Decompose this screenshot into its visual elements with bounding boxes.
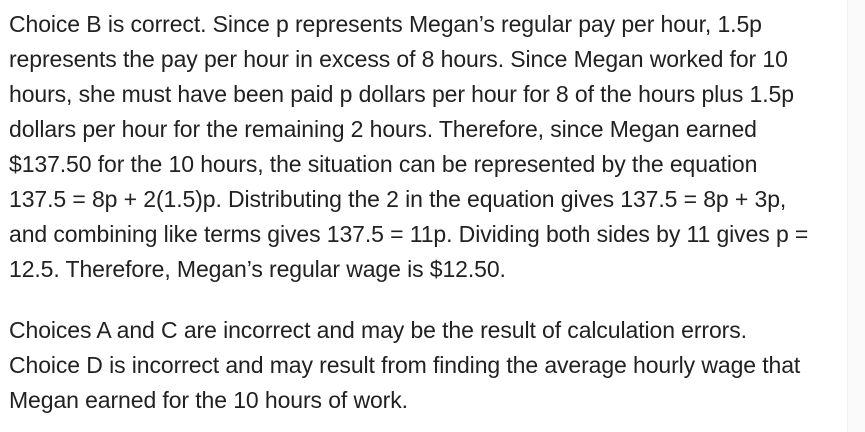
text-line: and combining like terms gives 137.5 = 1… [9,221,809,247]
text-line: Choices A and C are incorrect and may be… [9,317,747,343]
explanation-paragraph-incorrect-choices: Choices A and C are incorrect and may be… [9,313,839,418]
text-line: dollars per hour for the remaining 2 hou… [9,116,757,142]
answer-explanation-text: Choice B is correct. Since p represents … [9,7,839,418]
text-line: hours, she must have been paid p dollars… [9,81,794,107]
text-line: Megan earned for the 10 hours of work. [9,387,408,413]
text-line: Choice B is correct. Since p represents … [9,11,762,37]
text-line: 137.5 = 8p + 2(1.5)p. Distributing the 2… [9,186,787,212]
explanation-paragraph-correct-choice: Choice B is correct. Since p represents … [9,7,839,287]
text-line: $137.50 for the 10 hours, the situation … [9,151,758,177]
text-line: represents the pay per hour in excess of… [9,46,788,72]
text-line: Choice D is incorrect and may result fro… [9,352,801,378]
text-line: 12.5. Therefore, Megan’s regular wage is… [9,256,506,282]
scrollbar-track[interactable] [847,0,865,432]
